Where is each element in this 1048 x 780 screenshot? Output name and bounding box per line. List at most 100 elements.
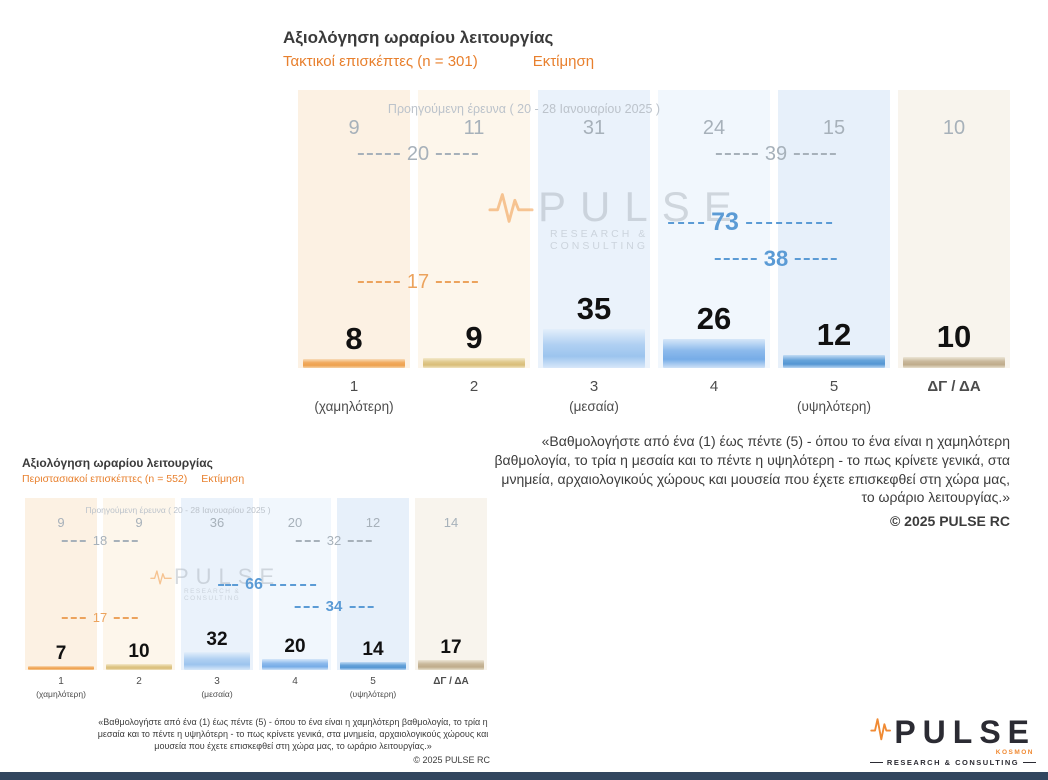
chart-title: Αξιολόγηση ωραρίου λειτουργίας bbox=[283, 28, 554, 47]
dash-line bbox=[269, 584, 316, 586]
current-value: 26 bbox=[696, 301, 732, 336]
current-value: 17 bbox=[440, 637, 462, 658]
axis-label-1: 1 (χαμηλότερη) bbox=[36, 676, 86, 699]
bar bbox=[184, 652, 250, 670]
axis-label-3: 3 (μεσαία) bbox=[201, 676, 233, 699]
dash-line bbox=[349, 605, 374, 608]
dash-line bbox=[668, 221, 705, 224]
current-value-group: 8 bbox=[298, 323, 410, 368]
bar bbox=[303, 359, 405, 368]
column-5: 12 14 bbox=[337, 498, 409, 670]
column-dk-da: 10 10 bbox=[898, 90, 1010, 368]
aggregate-current-1-2: 17 bbox=[61, 611, 139, 624]
axis-label-1: 1 (χαμηλότερη) bbox=[314, 378, 394, 414]
footer-bar bbox=[0, 772, 1048, 780]
bar bbox=[262, 659, 328, 670]
column-1: 9 7 bbox=[25, 498, 97, 670]
previous-value: 15 bbox=[822, 117, 846, 139]
current-value: 9 bbox=[465, 320, 483, 355]
dash-line bbox=[357, 153, 400, 155]
subtitle-sample: Περιστασιακοί επισκέπτες (n = 552) bbox=[22, 473, 188, 485]
survey-question-footnote: «Βαθμολογήστε από ένα (1) έως πέντε (5) … bbox=[485, 432, 1010, 531]
footnote-text: «Βαθμολογήστε από ένα (1) έως πέντε (5) … bbox=[494, 433, 1010, 506]
aggregate-previous-4-5: 39 bbox=[715, 144, 837, 164]
bar bbox=[543, 329, 645, 368]
previous-value: 31 bbox=[582, 117, 606, 139]
dash-line bbox=[61, 539, 86, 542]
bar bbox=[783, 355, 885, 368]
dash-line bbox=[794, 153, 837, 155]
logo-brand-row: PULSE bbox=[870, 708, 1036, 748]
previous-value: 9 bbox=[135, 515, 143, 530]
x-axis: 1 (χαμηλότερη) 2 3 (μεσαία) 4 5 (υψηλότε… bbox=[298, 378, 1010, 414]
dash-line bbox=[795, 258, 838, 260]
current-value-group: 35 bbox=[538, 293, 650, 368]
dash-line bbox=[348, 539, 373, 542]
bar bbox=[106, 664, 172, 670]
column-dk-da: 14 17 bbox=[415, 498, 487, 670]
axis-label-5: 5 (υψηλότερη) bbox=[797, 378, 871, 414]
column-2: 11 9 bbox=[418, 90, 530, 368]
bar bbox=[903, 357, 1005, 368]
divider-line bbox=[1023, 762, 1037, 763]
current-value-group: 32 bbox=[181, 630, 253, 670]
bar bbox=[418, 660, 484, 670]
plot-area: 9 7 9 10 36 32 20 bbox=[25, 498, 487, 670]
previous-value: 24 bbox=[702, 117, 726, 139]
axis-label-2: 2 bbox=[136, 676, 142, 687]
plot-area: 9 8 11 9 31 35 24 bbox=[298, 90, 1010, 368]
current-value: 10 bbox=[128, 641, 150, 662]
previous-value: 20 bbox=[287, 515, 303, 530]
current-value-group: 17 bbox=[415, 638, 487, 670]
logo-brand: PULSE bbox=[894, 714, 1036, 750]
current-value: 7 bbox=[55, 643, 67, 664]
previous-value: 11 bbox=[463, 117, 485, 139]
column-5: 15 12 bbox=[778, 90, 890, 368]
axis-label-2: 2 bbox=[469, 378, 479, 395]
bar bbox=[340, 662, 406, 670]
dash-line bbox=[715, 153, 758, 155]
dash-line bbox=[114, 616, 139, 619]
current-value: 35 bbox=[576, 291, 612, 326]
current-value: 14 bbox=[362, 639, 384, 660]
column-1: 9 8 bbox=[298, 90, 410, 368]
bar bbox=[423, 358, 525, 368]
logo-subtitle: RESEARCH & CONSULTING bbox=[870, 758, 1037, 767]
axis-label-5: 5 (υψηλότερη) bbox=[349, 676, 397, 699]
copyright: © 2025 PULSE RC bbox=[413, 755, 490, 766]
dash-line bbox=[436, 153, 479, 155]
estimate-label: Εκτίμηση bbox=[532, 53, 595, 70]
dash-line bbox=[436, 281, 479, 283]
survey-question-footnote: «Βαθμολογήστε από ένα (1) έως πέντε (5) … bbox=[92, 716, 494, 767]
previous-value: 9 bbox=[348, 117, 360, 139]
chart-occasional-visitors: Αξιολόγηση ωραρίου λειτουργίας Περιστασι… bbox=[22, 454, 492, 774]
dash-line bbox=[61, 616, 86, 619]
current-value-group: 20 bbox=[259, 637, 331, 670]
axis-label-dk-da: ΔΓ / ΔΑ bbox=[927, 378, 981, 395]
subtitle-sample: Τακτικοί επισκέπτες (n = 301) bbox=[283, 53, 478, 70]
dash-line bbox=[745, 221, 832, 224]
aggregate-previous-1-2: 20 bbox=[357, 144, 479, 164]
aggregate-current-4-5: 34 bbox=[294, 599, 374, 614]
copyright: © 2025 PULSE RC bbox=[889, 513, 1010, 529]
bar bbox=[28, 666, 94, 670]
current-value-group: 7 bbox=[25, 644, 97, 670]
dash-line bbox=[294, 605, 319, 608]
axis-label-3: 3 (μεσαία) bbox=[569, 378, 619, 414]
current-value: 12 bbox=[816, 317, 852, 352]
current-value-group: 9 bbox=[418, 322, 530, 368]
previous-value: 12 bbox=[365, 515, 381, 530]
pulse-icon bbox=[870, 718, 891, 741]
previous-value: 14 bbox=[443, 515, 459, 530]
previous-value: 36 bbox=[209, 515, 225, 530]
dash-line bbox=[357, 281, 400, 283]
dash-line bbox=[114, 539, 139, 542]
aggregate-current-3-4-5: 66 bbox=[218, 577, 316, 593]
aggregate-current-4-5: 38 bbox=[714, 248, 838, 270]
aggregate-previous-4-5: 32 bbox=[295, 534, 373, 547]
current-value-group: 10 bbox=[103, 642, 175, 670]
previous-value: 9 bbox=[57, 515, 65, 530]
dash-line bbox=[295, 539, 320, 542]
current-value: 20 bbox=[284, 636, 306, 657]
column-2: 9 10 bbox=[103, 498, 175, 670]
